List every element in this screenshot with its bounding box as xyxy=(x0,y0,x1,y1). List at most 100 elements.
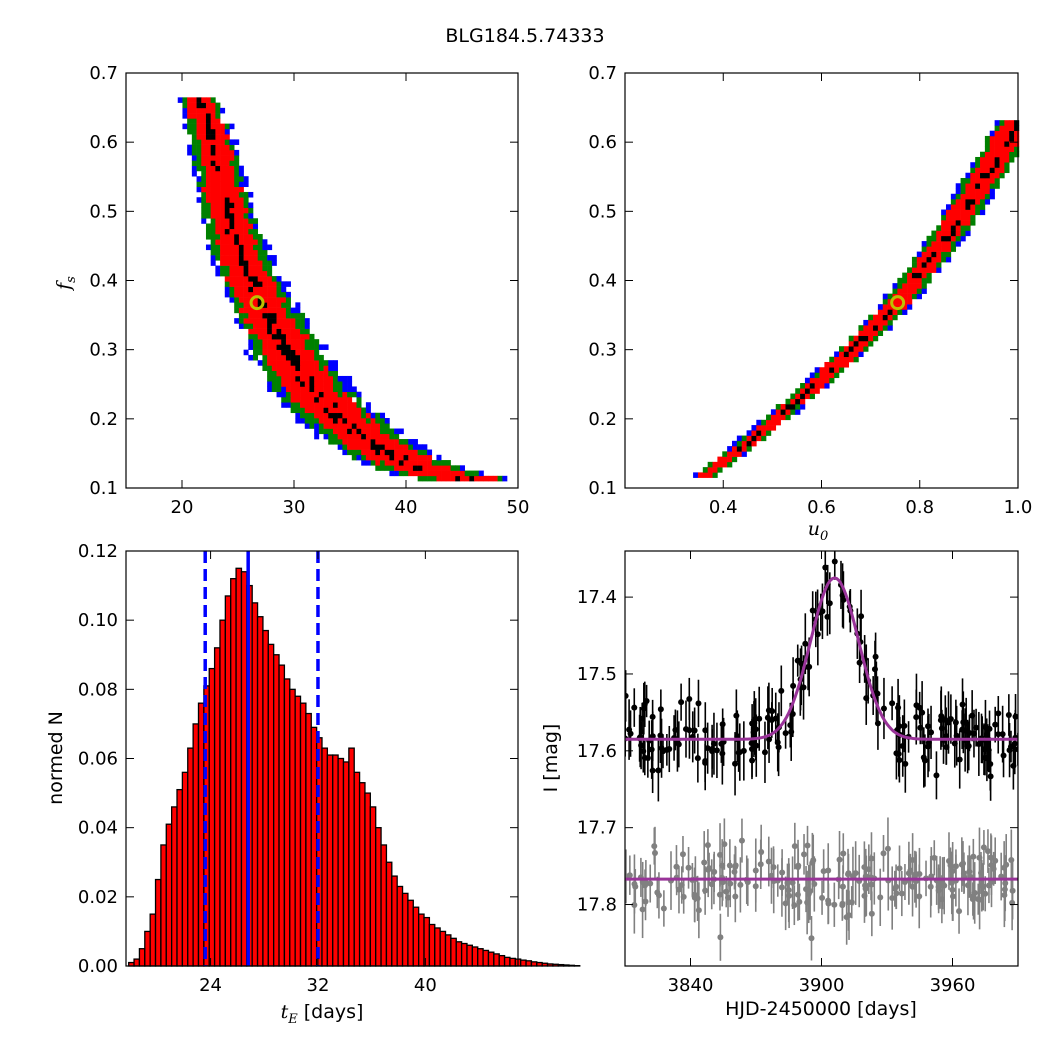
heatmap-cell xyxy=(819,383,825,389)
data-point xyxy=(800,684,807,691)
heatmap-cell xyxy=(361,423,367,429)
heatmap-cell xyxy=(848,335,854,342)
heatmap-cell xyxy=(257,318,263,324)
heatmap-cell xyxy=(323,423,329,429)
heatmap-cell xyxy=(955,199,961,205)
heatmap-cell xyxy=(926,262,932,268)
heatmap-cell xyxy=(271,318,277,324)
heatmap-cell xyxy=(253,255,259,261)
heatmap-cell xyxy=(220,260,226,266)
heatmap-cell xyxy=(422,444,428,450)
heatmap-cell xyxy=(253,228,259,235)
heatmap-cell xyxy=(234,218,240,224)
data-point xyxy=(992,721,999,728)
heatmap-cell xyxy=(994,156,1000,163)
heatmap-cell xyxy=(375,439,381,445)
heatmap-cell xyxy=(304,344,310,350)
residual-point xyxy=(642,898,649,905)
heatmap-cell xyxy=(314,381,320,387)
heatmap-cell xyxy=(1004,167,1010,174)
heatmap-cell xyxy=(262,276,268,282)
heatmap-cell xyxy=(210,223,216,230)
heatmap-cell xyxy=(342,428,348,435)
heatmap-cell xyxy=(238,286,244,293)
heatmap-cell xyxy=(863,319,869,326)
residual-point xyxy=(789,879,796,886)
heatmap-cell xyxy=(775,409,781,415)
heatmap-cell xyxy=(201,186,207,193)
heatmap-cell xyxy=(921,283,927,289)
heatmap-cell xyxy=(356,418,362,424)
heatmap-cell xyxy=(234,297,240,303)
heatmap-cell xyxy=(1004,135,1010,142)
histogram-bar xyxy=(477,948,484,967)
heatmap-cell xyxy=(384,460,390,466)
heatmap-cell xyxy=(375,412,381,419)
heatmap-cell xyxy=(989,151,995,158)
heatmap-cell xyxy=(877,325,884,331)
histogram-bar xyxy=(294,695,302,967)
heatmap-cell xyxy=(332,396,338,403)
heatmap-cell xyxy=(751,430,757,436)
heatmap-cell xyxy=(328,418,334,424)
heatmap-cell xyxy=(474,470,480,477)
residual-point xyxy=(975,896,982,903)
heatmap-cell xyxy=(210,202,216,209)
heatmap-cell xyxy=(304,333,310,340)
heatmap-cell xyxy=(300,396,306,403)
residual-point xyxy=(738,837,745,844)
heatmap-cell xyxy=(253,244,259,251)
heatmap-cell xyxy=(790,404,796,410)
heatmap-cell xyxy=(300,339,306,345)
histogram-bar xyxy=(401,892,409,967)
heatmap-cell xyxy=(980,183,986,189)
heatmap-cell xyxy=(975,177,981,184)
heatmap-cell xyxy=(994,135,1000,142)
data-point xyxy=(983,731,990,738)
heatmap-cell xyxy=(224,244,230,251)
heatmap-cell xyxy=(955,193,961,200)
heatmap-cell xyxy=(210,107,216,114)
y-axis-label: normed N xyxy=(45,711,67,805)
heatmap-cell xyxy=(267,260,273,266)
heatmap-cell xyxy=(318,370,324,377)
heatmap-cell xyxy=(276,344,282,350)
heatmap-cell xyxy=(224,276,230,282)
heatmap-cell xyxy=(853,335,859,342)
heatmap-cell xyxy=(984,193,991,200)
heatmap-cell xyxy=(380,423,386,429)
heatmap-cell xyxy=(295,344,301,350)
heatmap-cell xyxy=(201,202,207,209)
residual-point xyxy=(647,880,654,887)
heatmap-cell xyxy=(984,172,991,179)
heatmap-cell xyxy=(309,370,315,377)
heatmap-cell xyxy=(314,391,320,398)
heatmap-cell xyxy=(304,339,310,345)
heatmap-cell xyxy=(295,354,301,361)
heatmap-cell xyxy=(314,433,320,440)
heatmap-cell xyxy=(215,155,221,161)
heatmap-cell xyxy=(347,396,353,403)
heatmap-cell xyxy=(220,239,226,245)
heatmap-cell xyxy=(262,297,268,303)
heatmap-cell xyxy=(196,123,202,130)
heatmap-cell xyxy=(328,370,334,377)
heatmap-cell xyxy=(873,335,879,342)
heatmap-cell xyxy=(408,439,414,445)
heatmap-cell xyxy=(347,412,353,419)
heatmap-cell xyxy=(863,330,869,336)
heatmap-cell xyxy=(243,297,249,303)
heatmap-cell xyxy=(907,288,913,294)
heatmap-cell xyxy=(276,286,282,293)
heatmap-cell xyxy=(877,319,884,326)
heatmap-cell xyxy=(285,333,291,340)
heatmap-cell xyxy=(408,470,414,477)
heatmap-cell xyxy=(431,470,437,477)
heatmap-cell xyxy=(281,402,287,408)
heatmap-cell xyxy=(309,339,315,345)
heatmap-cell xyxy=(337,428,343,435)
heatmap-cell xyxy=(474,475,480,482)
heatmap-cell xyxy=(201,134,207,140)
heatmap-cell xyxy=(965,183,971,189)
heatmap-cell xyxy=(210,176,216,182)
